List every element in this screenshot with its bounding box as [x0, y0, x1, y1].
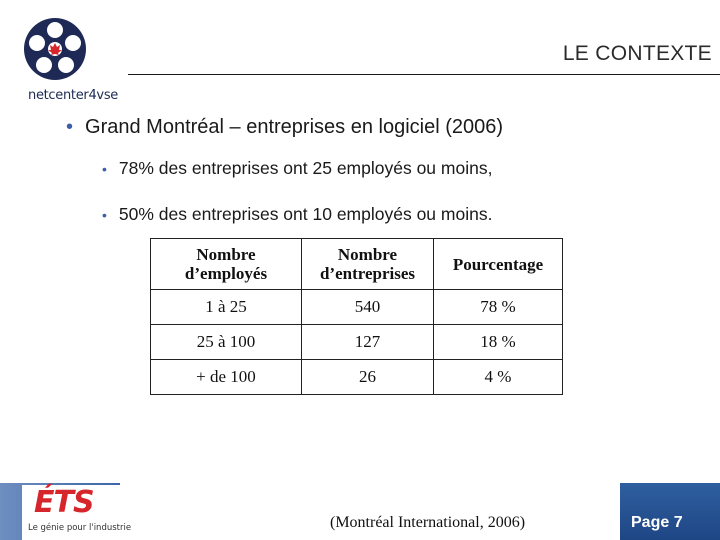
- table-cell: 540: [301, 289, 434, 325]
- bullet-icon: •: [66, 116, 74, 138]
- column-header-companies: Nombre d’entreprises: [301, 238, 434, 290]
- ets-tagline: Le génie pour l'industrie: [28, 523, 132, 533]
- bullet-icon: •: [102, 161, 107, 177]
- sub-bullet: • 50% des entreprises ont 10 employés ou …: [102, 204, 492, 225]
- sub-bullet-text: 50% des entreprises ont 10 employés ou m…: [118, 204, 493, 224]
- column-header-percentage: Pourcentage: [433, 238, 563, 290]
- table-cell: + de 100: [150, 359, 302, 395]
- page-number: Page 7: [631, 514, 683, 531]
- logo-wordmark: netcenter4vse: [28, 88, 118, 103]
- table-cell: 4 %: [433, 359, 563, 395]
- film-reel-maple-leaf-icon: [24, 18, 86, 80]
- sub-bullet-text: 78% des entreprises ont 25 employés ou m…: [118, 158, 493, 178]
- main-bullet-text: Grand Montréal – entreprises en logiciel…: [85, 116, 504, 138]
- table-cell: 1 à 25: [150, 289, 302, 325]
- ets-logo: ÉTS Le génie pour l'industrie: [22, 485, 131, 540]
- bullet-icon: •: [102, 207, 107, 223]
- table-header-row: Nombre d’employés Nombre d’entreprises Pou…: [150, 238, 563, 290]
- main-bullet: • Grand Montréal – entreprises en logicie…: [66, 116, 503, 139]
- table-row: 25 à 100 127 18 %: [150, 324, 563, 360]
- column-header-employees: Nombre d’employés: [150, 238, 302, 290]
- netcenter-logo: netcenter4vse: [14, 12, 132, 104]
- source-citation: (Montréal International, 2006): [330, 514, 526, 531]
- header-divider: [128, 74, 720, 75]
- slide-title: LE CONTEXTE: [562, 42, 712, 65]
- ets-logo-letters: ÉTS: [34, 485, 95, 520]
- table-cell: 78 %: [433, 289, 563, 325]
- footer-bar: [0, 483, 720, 540]
- table-cell: 18 %: [433, 324, 563, 360]
- table-cell: 127: [301, 324, 434, 360]
- table-row: + de 100 26 4 %: [150, 359, 563, 395]
- sub-bullet: • 78% des entreprises ont 25 employés ou …: [102, 158, 492, 179]
- footer-center-panel: [120, 483, 620, 540]
- table-cell: 26: [301, 359, 434, 395]
- table-row: 1 à 25 540 78 %: [150, 289, 563, 325]
- company-size-table: Nombre d’employés Nombre d’entreprises Pou…: [150, 238, 563, 395]
- table-cell: 25 à 100: [150, 324, 302, 360]
